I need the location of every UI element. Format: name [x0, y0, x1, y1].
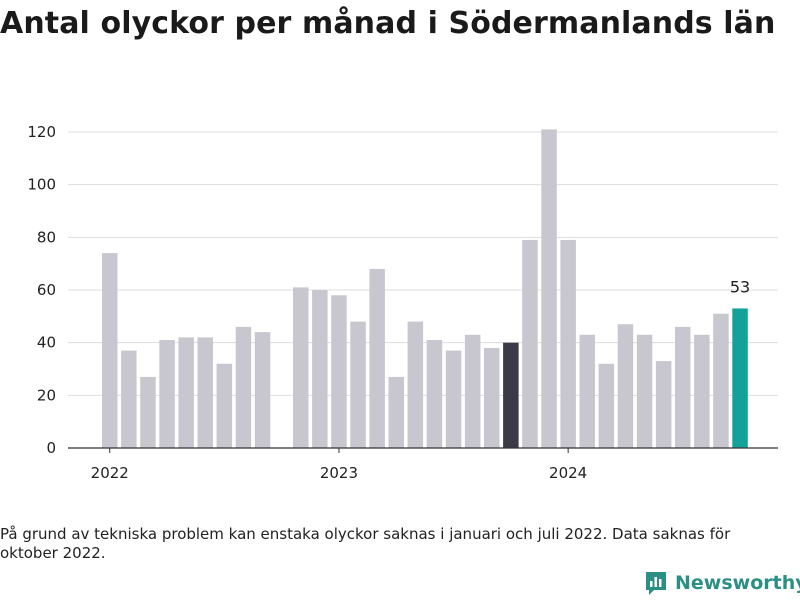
y-tick-label: 0 — [46, 439, 56, 457]
bar[interactable] — [331, 295, 347, 448]
bar[interactable] — [484, 347, 500, 448]
bar[interactable] — [293, 287, 309, 448]
bar[interactable] — [121, 350, 137, 448]
bar[interactable] — [312, 290, 328, 448]
bar[interactable] — [445, 350, 462, 448]
bar[interactable] — [407, 321, 424, 448]
bar[interactable] — [560, 239, 576, 448]
bar[interactable] — [675, 326, 691, 448]
footnote: På grund av tekniska problem kan enstaka… — [0, 525, 731, 562]
brand-logo[interactable]: Newsworthy — [644, 570, 800, 596]
x-tick-label: 2022 — [91, 464, 129, 482]
value-label: 53 — [730, 277, 750, 296]
bar[interactable] — [694, 334, 710, 448]
bar[interactable] — [235, 326, 252, 448]
bar[interactable] — [388, 376, 405, 448]
chart-title: Antal olyckor per månad i Södermanlands … — [0, 6, 776, 41]
bar[interactable] — [254, 332, 271, 448]
bar[interactable] — [140, 376, 156, 448]
bar[interactable] — [159, 340, 175, 448]
bar[interactable] — [197, 337, 214, 448]
bar[interactable] — [426, 340, 443, 448]
value-labels: 53 — [730, 277, 750, 296]
bar[interactable] — [617, 324, 634, 448]
y-tick-label: 40 — [37, 334, 56, 352]
bar[interactable] — [636, 334, 653, 448]
y-tick-label: 60 — [37, 281, 56, 299]
x-tick-label: 2024 — [549, 464, 587, 482]
y-tick-label: 80 — [37, 228, 56, 246]
bar[interactable] — [369, 268, 385, 448]
brand-name: Newsworthy — [675, 572, 800, 594]
bar[interactable] — [713, 313, 729, 448]
bar[interactable] — [732, 308, 748, 448]
bar[interactable] — [503, 342, 519, 448]
y-axis-ticks: 0 20 40 60 80 100 120 — [27, 123, 56, 457]
bar[interactable] — [579, 334, 596, 448]
x-axis: 2022 2023 2024 — [68, 447, 778, 482]
bar[interactable] — [350, 321, 366, 448]
y-tick-label: 120 — [27, 123, 56, 141]
y-tick-label: 20 — [37, 386, 56, 404]
bar[interactable] — [522, 239, 538, 448]
bar[interactable] — [541, 129, 557, 448]
bar[interactable] — [464, 334, 481, 448]
bar[interactable] — [102, 253, 118, 448]
bar[interactable] — [655, 361, 672, 448]
x-tick-label: 2023 — [320, 464, 358, 482]
y-tick-label: 100 — [27, 176, 56, 194]
bar-chart-logo-icon — [646, 572, 666, 595]
bar[interactable] — [216, 363, 233, 448]
bar[interactable] — [178, 337, 194, 448]
bar[interactable] — [598, 363, 615, 448]
bars — [102, 129, 748, 448]
